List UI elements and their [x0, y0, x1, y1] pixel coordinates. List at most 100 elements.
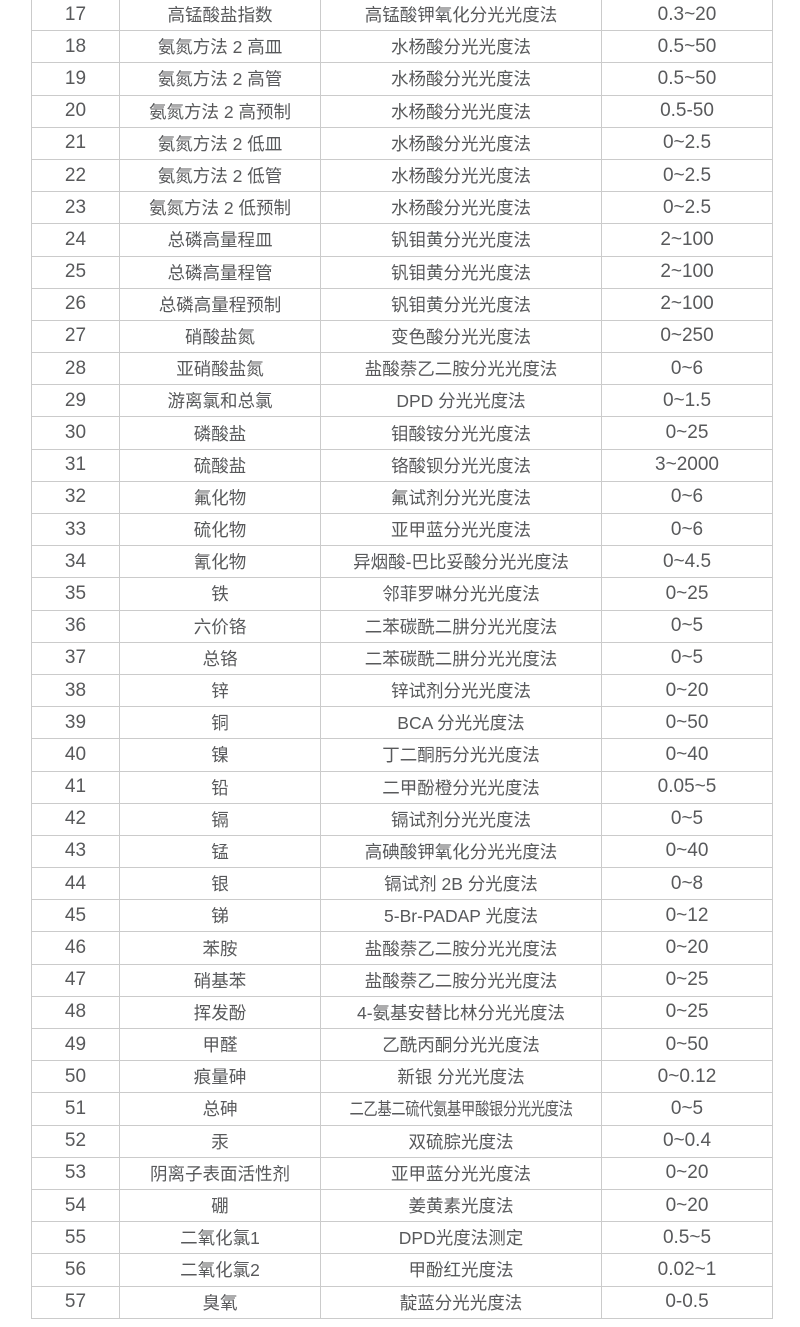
method-cell: 变色酸分光光度法 [320, 319, 602, 354]
method-cell: 铬酸钡分光光度法 [320, 448, 602, 482]
parameter-name-cell: 游离氯和总氯 [119, 384, 321, 418]
table-row: 28 亚硝酸盐氮 盐酸萘乙二胺分光光度法 0~6 [31, 352, 773, 386]
row-number-cell: 51 [31, 1092, 120, 1126]
parameter-name-cell: 硼 [119, 1188, 321, 1223]
range-cell: 0~5 [601, 641, 773, 675]
parameter-name-cell: 总磷高量程皿 [119, 223, 321, 257]
parameter-name-cell: 铅 [119, 770, 321, 804]
parameter-name-cell: 硝酸盐氮 [119, 319, 321, 354]
method-cell: 5-Br-PADAP 光度法 [320, 899, 602, 933]
table-row: 57 臭氧 靛蓝分光光度法 0-0.5 [31, 1285, 773, 1319]
table-row: 35 铁邻菲罗啉分光光度法 0~25 [31, 577, 773, 611]
range-cell: 0~12 [601, 899, 773, 933]
parameter-name-cell: 铜 [119, 706, 321, 740]
table-row: 27 硝酸盐氮 变色酸分光光度法 0~250 [31, 319, 773, 354]
table-row: 55 二氧化氯1 DPD光度法测定 0.5~5 [31, 1221, 773, 1255]
parameter-name-cell: 氰化物 [119, 545, 321, 579]
parameter-name-cell: 汞 [119, 1124, 321, 1158]
table-row: 34 氰化物 异烟酸-巴比妥酸分光光度法 0~4.5 [31, 545, 773, 579]
parameter-name-cell: 总磷高量程管 [119, 255, 321, 289]
table-row: 51 总砷 二乙基二硫代氨基甲酸银分光光度法 0~5 [31, 1092, 773, 1126]
parameter-name-cell: 氨氮方法 2 高管 [119, 62, 321, 96]
table-row: 49 甲醛 乙酰丙酮分光光度法 0~50 [31, 1027, 773, 1062]
row-number-cell: 24 [31, 223, 120, 257]
range-cell: 0.05~5 [601, 770, 773, 804]
method-cell: 盐酸萘乙二胺分光光度法 [320, 963, 602, 997]
method-cell: 钒钼黄分光光度法 [320, 255, 602, 289]
table-row: 54 硼姜黄素光度法 0~20 [31, 1188, 773, 1223]
table-row: 31 硫酸盐 铬酸钡分光光度法 3~2000 [31, 448, 773, 482]
table-row: 45 锑 5-Br-PADAP 光度法 0~12 [31, 899, 773, 933]
range-cell: 0~50 [601, 706, 773, 740]
method-cell: DPD光度法测定 [320, 1221, 602, 1255]
row-number-cell: 57 [31, 1285, 120, 1319]
row-number-cell: 48 [31, 995, 120, 1030]
method-cell: 甲酚红光度法 [320, 1253, 602, 1287]
row-number-cell: 27 [31, 319, 120, 354]
table-row: 47 硝基苯 盐酸萘乙二胺分光光度法 0~25 [31, 963, 773, 997]
parameter-name-cell: 硫化物 [119, 512, 321, 547]
method-cell: 水杨酸分光光度法 [320, 191, 602, 225]
parameter-name-cell: 总磷高量程预制 [119, 287, 321, 321]
method-cell: 邻菲罗啉分光光度法 [320, 577, 602, 611]
row-number-cell: 32 [31, 480, 120, 515]
range-cell: 0~1.5 [601, 384, 773, 418]
method-cell: 新银 分光光度法 [320, 1060, 602, 1094]
row-number-cell: 37 [31, 641, 120, 675]
row-number-cell: 44 [31, 867, 120, 901]
range-cell: 0~20 [601, 1188, 773, 1223]
table-row: 22 氨氮方法 2 低管 水杨酸分光光度法 0~2.5 [31, 158, 773, 193]
row-number-cell: 28 [31, 352, 120, 386]
range-cell: 0~0.4 [601, 1124, 773, 1158]
method-cell: 亚甲蓝分光光度法 [320, 512, 602, 547]
row-number-cell: 36 [31, 609, 120, 643]
method-cell: 水杨酸分光光度法 [320, 62, 602, 96]
method-cell: 钒钼黄分光光度法 [320, 223, 602, 257]
range-cell: 0~5 [601, 802, 773, 836]
row-number-cell: 41 [31, 770, 120, 804]
table-row: 50 痕量砷 新银 分光光度法 0~0.12 [31, 1060, 773, 1094]
row-number-cell: 55 [31, 1221, 120, 1255]
range-cell: 0.3~20 [601, 0, 773, 32]
range-cell: 0~2.5 [601, 158, 773, 193]
range-cell: 0~20 [601, 1156, 773, 1190]
parameter-name-cell: 苯胺 [119, 931, 321, 965]
range-cell: 0~2.5 [601, 191, 773, 225]
table-row: 46 苯胺 盐酸萘乙二胺分光光度法 0~20 [31, 931, 773, 965]
method-cell: 水杨酸分光光度法 [320, 126, 602, 160]
table-row: 43 锰高碘酸钾氧化分光光度法 0~40 [31, 834, 773, 869]
row-number-cell: 43 [31, 834, 120, 869]
method-cell: 4-氨基安替比林分光光度法 [320, 995, 602, 1030]
parameter-name-cell: 铁 [119, 577, 321, 611]
row-number-cell: 17 [31, 0, 120, 32]
method-cell: 盐酸萘乙二胺分光光度法 [320, 352, 602, 386]
table-row: 26 总磷高量程预制 钒钼黄分光光度法 2~100 [31, 287, 773, 321]
row-number-cell: 26 [31, 287, 120, 321]
method-cell: 靛蓝分光光度法 [320, 1285, 602, 1319]
table-row: 42 镉镉试剂分光光度法 0~5 [31, 802, 773, 836]
row-number-cell: 19 [31, 62, 120, 96]
range-cell: 0~4.5 [601, 545, 773, 579]
method-cell: 锌试剂分光光度法 [320, 673, 602, 708]
range-cell: 0~5 [601, 609, 773, 643]
row-number-cell: 46 [31, 931, 120, 965]
table-row: 40 镍丁二酮肟分光光度法 0~40 [31, 738, 773, 772]
range-cell: 0.5~50 [601, 62, 773, 96]
parameter-name-cell: 挥发酚 [119, 995, 321, 1030]
range-cell: 0~250 [601, 319, 773, 354]
method-cell: 亚甲蓝分光光度法 [320, 1156, 602, 1190]
row-number-cell: 20 [31, 94, 120, 128]
row-number-cell: 50 [31, 1060, 120, 1094]
row-number-cell: 31 [31, 448, 120, 482]
parameter-name-cell: 磷酸盐 [119, 416, 321, 450]
method-cell: 姜黄素光度法 [320, 1188, 602, 1223]
method-cell: 水杨酸分光光度法 [320, 158, 602, 193]
table-row: 38 锌锌试剂分光光度法 0~20 [31, 673, 773, 708]
method-cell: 镉试剂分光光度法 [320, 802, 602, 836]
table-row: 41 铅二甲酚橙分光光度法 0.05~5 [31, 770, 773, 804]
row-number-cell: 54 [31, 1188, 120, 1223]
parameter-name-cell: 银 [119, 867, 321, 901]
table-row: 37 总铬 二苯碳酰二肼分光光度法 0~5 [31, 641, 773, 675]
row-number-cell: 45 [31, 899, 120, 933]
range-cell: 0~6 [601, 512, 773, 547]
